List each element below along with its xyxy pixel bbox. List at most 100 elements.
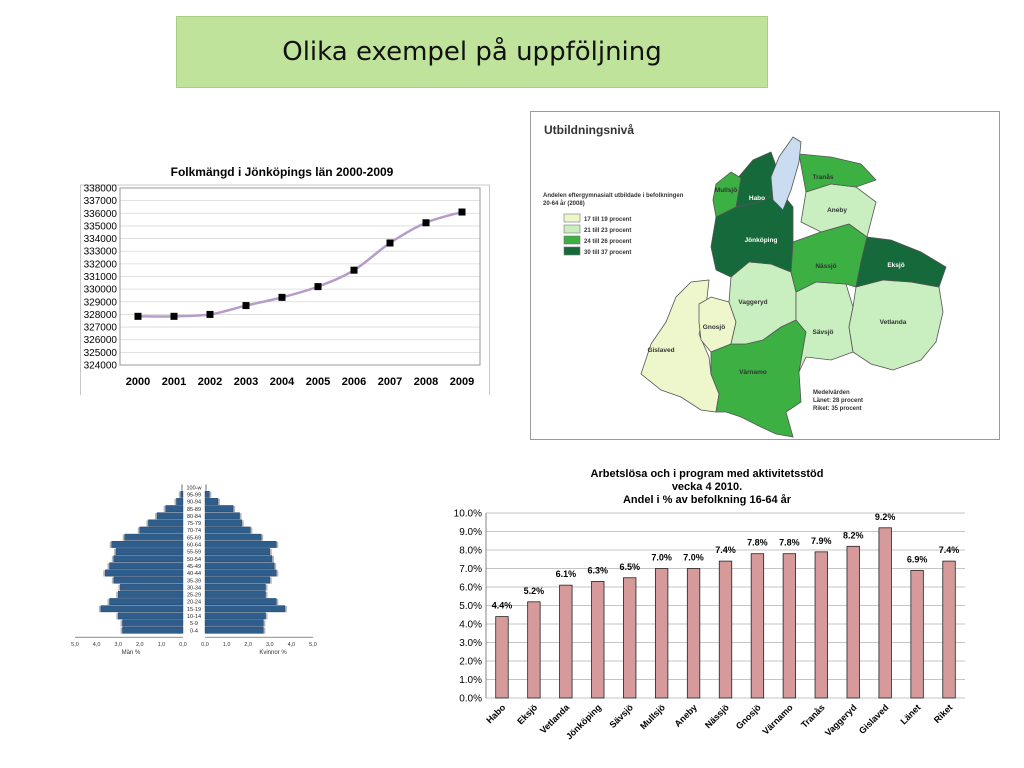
bar-chart-x-tick: Riket [932,702,955,725]
line-chart-y-tick: 325000 [84,348,118,359]
map-legend-label: 24 till 26 procent [584,239,631,245]
pyramid-bar-women-shadow [205,484,207,491]
pyramid-bar-women [204,519,242,527]
bar-chart-bar [750,553,765,699]
pyramid-bar-women [204,555,273,563]
pyramid-bar-men [176,498,184,505]
map-legend-title: Andelen eftergymnasialt utbildade i befo… [543,193,684,207]
bar-chart-bar [846,545,860,699]
pyramid-bar-women [204,498,219,505]
bar-chart-data-label: 7.4% [939,545,960,555]
pyramid-bar-women [204,512,240,520]
line-chart-y-tick: 333000 [84,247,118,258]
map-region-tranas [798,153,877,193]
pyramid-bar-women [204,490,210,498]
pyramid-x-tick: 5,0 [309,642,317,648]
line-chart-y-tick: 338000 [84,184,118,195]
bar-chart-x-tick: Mullsjö [638,702,667,731]
bar-chart-svg: Arbetslösa och i program med aktivitetss… [454,468,965,742]
map-region-label: Vaggeryd [738,299,767,306]
map-region-label: Nässjö [815,263,836,270]
line-chart-svg: Folkmängd i Jönköpings län 2000-2009 324… [80,165,490,401]
map-lake-vattern [770,136,802,211]
pyramid-bar-men-shadow [181,484,183,491]
map-footnote-line: Länet: 28 procent [813,398,863,404]
bar-chart-bar [623,577,637,699]
pyramid-bar-women [204,569,277,577]
pyramid-bar-men [148,519,184,527]
pyramid-bar-women [204,533,262,541]
line-chart-y-tick: 324000 [84,361,118,372]
population-pyramid-chart: 100-w 95-99 90-94 85-89 80-84 75-79 70-74 65-69… [66,470,344,660]
pyramid-bar-women [204,576,271,584]
pyramid-bar-women [204,583,266,591]
bar-chart-bar [559,584,573,699]
bar-chart-data-label: 7.4% [715,545,736,555]
map-legend-swatch [563,246,581,256]
line-chart-marker [134,312,142,320]
pyramid-x-tick: 1,0 [158,642,166,648]
bar-chart-bar [878,527,892,699]
pyramid-age-label: 70-74 [187,528,201,534]
line-chart-title: Folkmängd i Jönköpings län 2000-2009 [171,165,394,179]
pyramid-x-tick: 5,0 [71,642,79,648]
pyramid-bar-women [204,505,234,513]
map-region-label: Eksjö [887,262,904,269]
bar-chart-y-tick: 2.0% [459,657,482,668]
map-region-nassjo [790,223,868,293]
pyramid-bar-women [204,605,286,613]
map-region-label: Jönköping [745,237,778,244]
bar-chart-x-tick: Habo [484,702,507,725]
map-legend-swatch [563,235,581,245]
pyramid-age-label: 55-59 [187,550,201,556]
line-chart-y-tick: 331000 [84,272,118,283]
pyramid-x-tick: 4,0 [93,642,101,648]
map-footnote-line: Riket: 35 procent [813,406,862,412]
population-line-chart: Folkmängd i Jönköpings län 2000-2009 324… [80,160,490,401]
bar-chart-x-tick: Vaggeryd [823,702,859,738]
bar-chart-subtitle: vecka 4 2010. [672,481,742,493]
map-legend-swatch [563,213,581,223]
line-chart-marker [314,283,322,291]
pyramid-x-tick: 3,0 [266,642,274,648]
pyramid-svg: 100-w95-99 90-9485-8980-8475-7970-7465-69… [71,484,317,656]
map-region-label: Aneby [827,207,847,214]
pyramid-bar-men [113,555,184,563]
line-chart-y-tick: 336000 [84,209,118,220]
line-chart-marker [386,239,394,247]
pyramid-x-tick: 4,0 [288,642,296,648]
bar-chart-x-tick: Gislaved [857,702,891,736]
pyramid-bar-men [156,512,184,520]
pyramid-bar-men [122,619,184,627]
pyramid-bar-men [120,583,184,591]
map-legend-swatch [563,224,581,234]
pyramid-age-label: 0-4 [190,628,198,634]
bar-chart-y-tick: 4.0% [459,620,482,631]
education-map-svg: Utbildningsnivå Andelen eftergymnasialt … [543,123,947,438]
line-chart-marker [206,310,214,318]
line-chart-plot-area [119,187,481,366]
pyramid-x-tick: 0,0 [179,642,187,648]
line-chart-marker [422,219,430,227]
map-region-mullsjo [712,171,742,218]
pyramid-age-label: 80-84 [187,514,201,520]
line-chart-y-tick: 327000 [84,323,118,334]
map-footnote-title: Medelvärden [813,390,850,396]
map-region-label: Tranås [813,173,834,181]
pyramid-x-tick: 2,0 [136,642,144,648]
pyramid-bar-men [139,526,184,534]
map-labels: Mullsjö Habo Tranås Aneby Jönköping Nässjö Eks… [647,173,906,376]
pyramid-age-label: 85-89 [187,507,201,513]
map-legend-label: 21 till 23 procent [584,228,631,234]
bar-chart-y-tick: 5.0% [459,601,482,612]
line-chart-marker [458,208,466,216]
bar-chart-y-tick: 9.0% [459,527,482,538]
bar-chart-x-tick: Sävsjö [608,702,636,730]
pyramid-bar-women [204,526,251,534]
line-chart-y-tick: 326000 [84,335,118,346]
bar-chart-data-label: 5.2% [524,586,545,596]
bar-chart-data-label: 8.2% [843,530,864,540]
pyramid-age-label: 20-24 [187,600,201,606]
pyramid-bar-men [111,540,184,548]
bar-chart-data-label: 7.0% [651,553,672,563]
